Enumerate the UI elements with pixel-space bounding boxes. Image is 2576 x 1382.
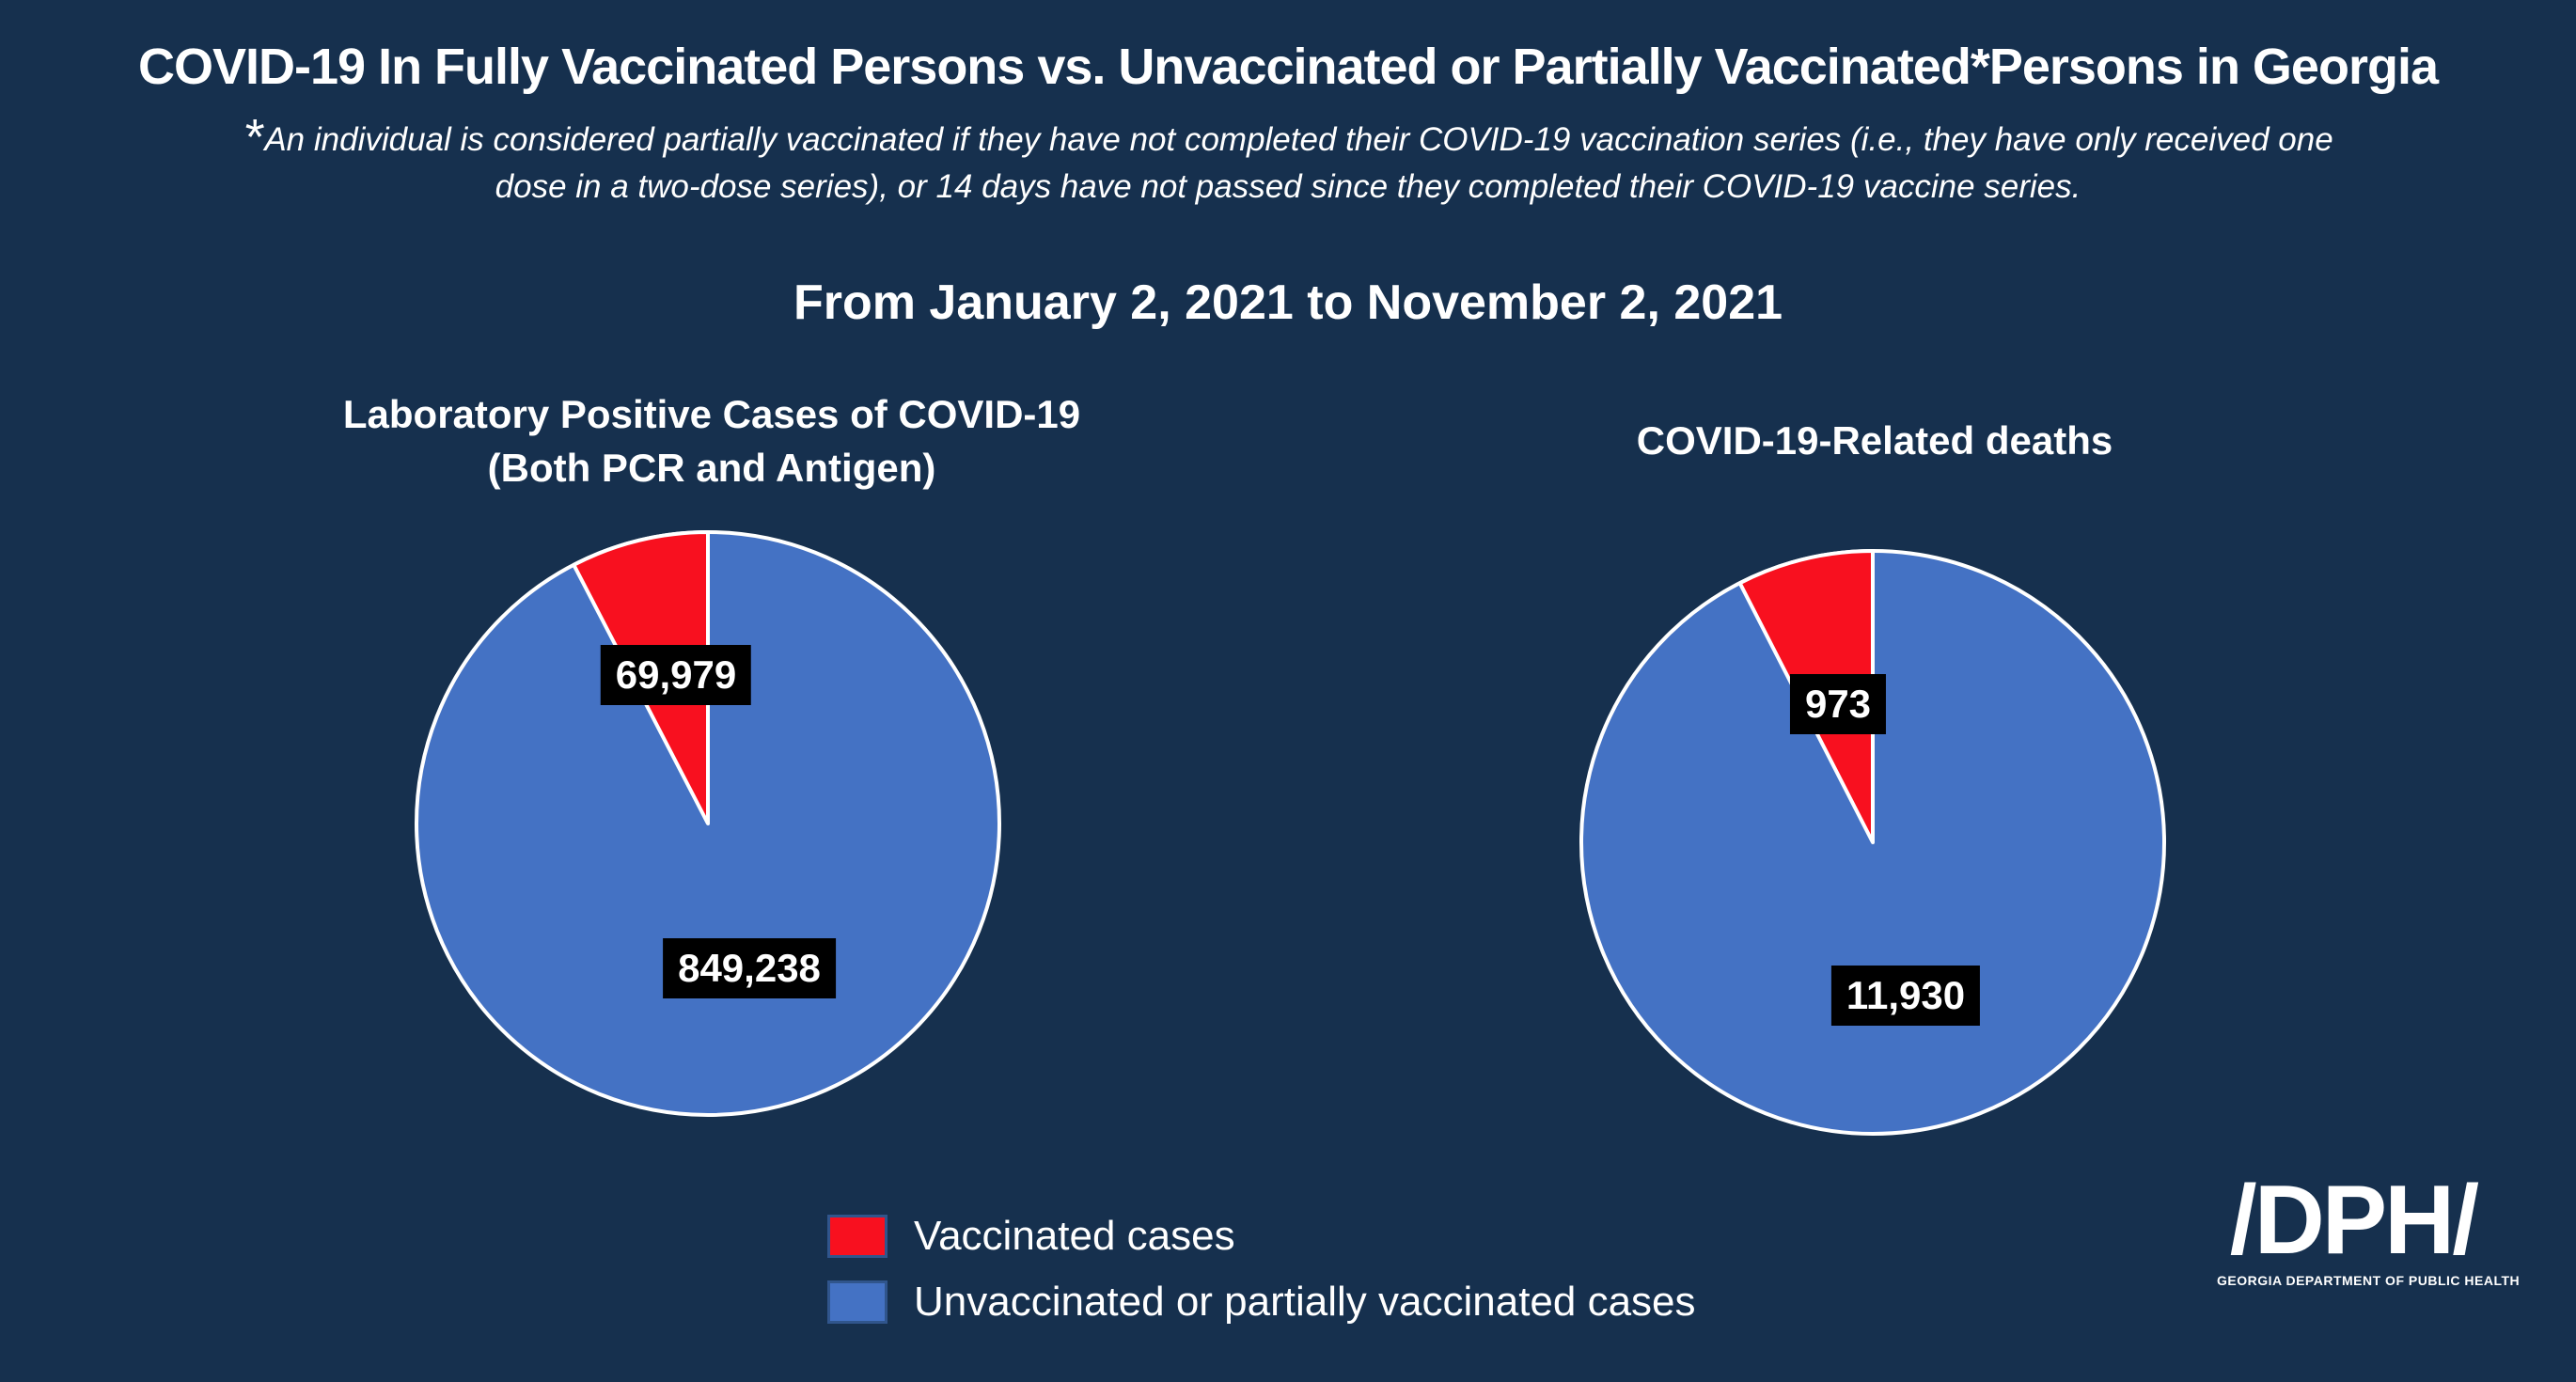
pie-svg-cases [415,530,1001,1117]
legend-label-vaccinated: Vaccinated cases [914,1213,1235,1259]
dph-logo-letters: DPH [2254,1166,2456,1275]
dph-logo-right-slash: / [2452,1166,2479,1275]
dph-logo-acronym: /DPH/ [2217,1171,2490,1269]
footnote-line-1: *An individual is considered partially v… [0,112,2576,164]
pie-title-cases: Laboratory Positive Cases of COVID-19 (B… [289,387,1135,495]
footnote: *An individual is considered partially v… [0,112,2576,211]
pie-chart-deaths: 973 11,930 [1576,545,2170,1139]
date-range-heading: From January 2, 2021 to November 2, 2021 [793,275,1783,330]
legend-item-vaccinated: Vaccinated cases [827,1215,1696,1258]
data-label-unvaccinated-deaths: 11,930 [1830,966,1981,1026]
dph-logo: /DPH/ GEORGIA DEPARTMENT OF PUBLIC HEALT… [2217,1171,2521,1288]
pie-title-deaths: COVID-19-Related deaths [1452,414,2298,467]
pie-chart-cases: 69,979 849,238 [411,526,1005,1121]
dph-logo-subtext: GEORGIA DEPARTMENT OF PUBLIC HEALTH [2217,1273,2521,1288]
legend-label-unvaccinated: Unvaccinated or partially vaccinated cas… [914,1279,1696,1325]
footnote-asterisk: * [243,109,263,165]
data-label-unvaccinated-cases: 849,238 [663,938,836,998]
pie-svg-deaths [1579,549,2166,1136]
dph-logo-left-slash: / [2229,1166,2257,1275]
data-label-vaccinated-cases: 69,979 [600,645,752,705]
footnote-line-2: dose in a two-dose series), or 14 days h… [495,168,2081,205]
legend: Vaccinated cases Unvaccinated or partial… [827,1215,1696,1324]
legend-swatch-red [827,1215,887,1258]
page-title: COVID-19 In Fully Vaccinated Persons vs.… [138,39,2439,95]
pie-title-deaths-line1: COVID-19-Related deaths [1636,418,2113,463]
pie-title-cases-line2: (Both PCR and Antigen) [487,446,936,490]
footnote-text-1: An individual is considered partially va… [264,121,2333,158]
legend-item-unvaccinated: Unvaccinated or partially vaccinated cas… [827,1280,1696,1324]
pie-title-cases-line1: Laboratory Positive Cases of COVID-19 [342,392,1081,436]
data-label-vaccinated-deaths: 973 [1789,674,1887,734]
legend-swatch-blue [827,1280,887,1324]
